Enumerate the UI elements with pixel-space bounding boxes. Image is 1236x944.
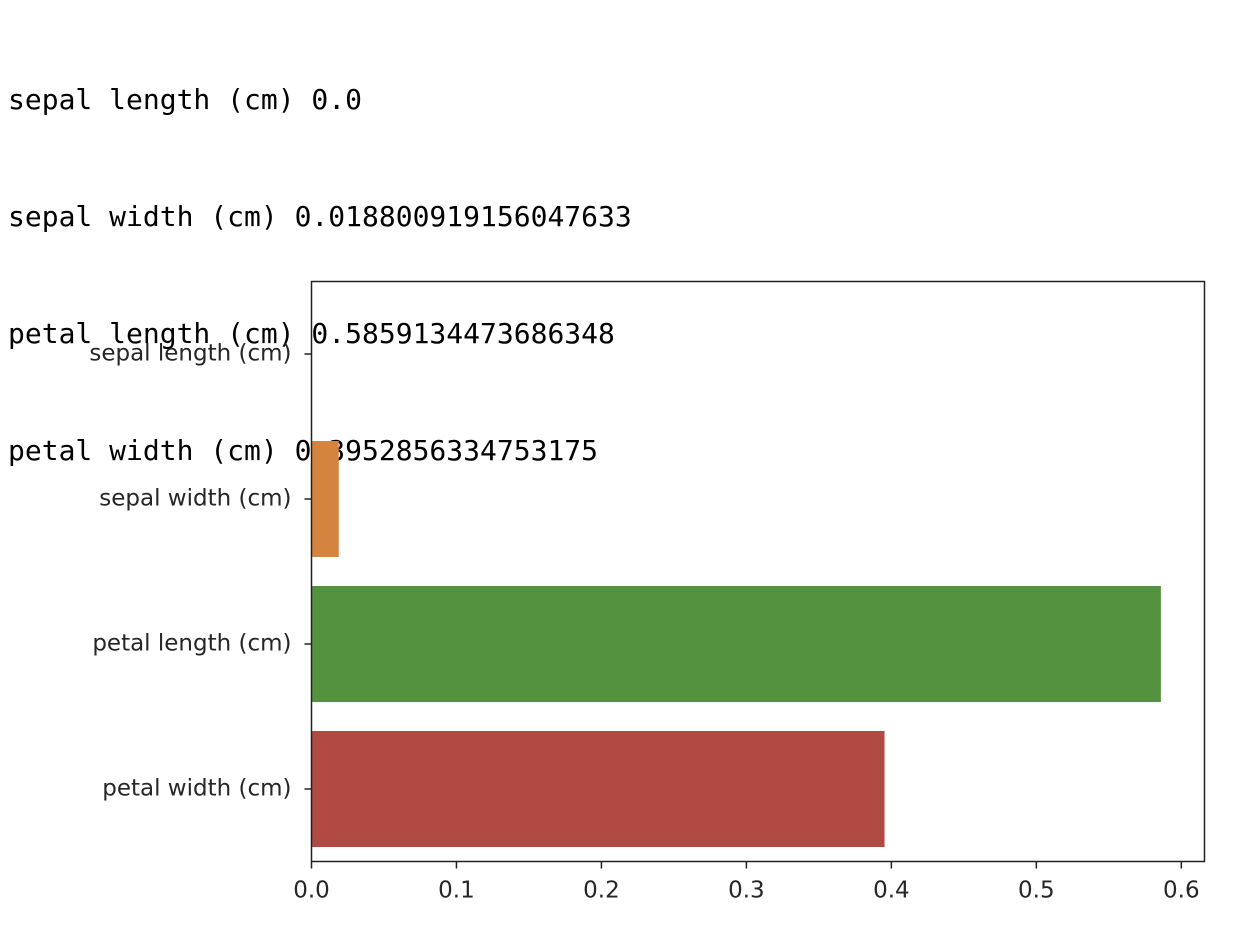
x-tick-label: 0.1 (438, 878, 475, 904)
x-tick-label: 0.3 (728, 878, 765, 904)
y-tick-label: sepal length (cm) (89, 341, 291, 367)
y-tick-label: petal width (cm) (102, 776, 291, 802)
y-tick-label: sepal width (cm) (99, 486, 291, 512)
bar (311, 441, 339, 557)
y-axis: sepal length (cm) sepal width (cm) petal l… (89, 341, 312, 802)
y-tick-label: petal length (cm) (92, 631, 291, 657)
output-line: petal length (cm) 0.5859134473686348 (8, 317, 615, 350)
x-tick-label: 0.0 (293, 878, 330, 904)
x-tick-label: 0.4 (873, 878, 910, 904)
printed-output: sepal length (cm) 0.0 sepal width (cm) 0… (8, 2, 632, 509)
bar (311, 731, 885, 847)
x-axis: 0.0 0.1 0.2 0.3 0.4 0.5 0.6 (293, 861, 1200, 904)
bar-series (311, 441, 1161, 847)
plot-frame (310, 280, 1206, 863)
output-line: sepal length (cm) 0.0 (8, 83, 363, 116)
bar (311, 586, 1161, 702)
x-tick-label: 0.2 (583, 878, 620, 904)
x-tick-label: 0.6 (1163, 878, 1200, 904)
output-line: sepal width (cm) 0.018800919156047633 (8, 200, 632, 233)
output-line: petal width (cm) 0.3952856334753175 (8, 434, 599, 467)
x-tick-label: 0.5 (1018, 878, 1055, 904)
